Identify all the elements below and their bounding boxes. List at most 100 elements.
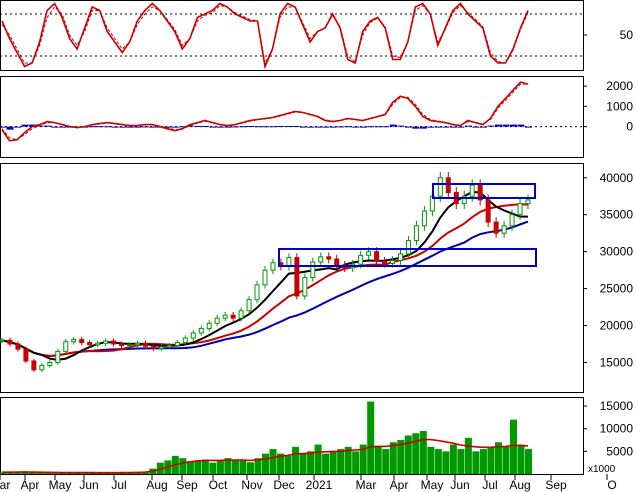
candlestick	[134, 342, 140, 346]
x-tick-label: Oct	[209, 478, 228, 492]
x-tick-label: Sep	[545, 478, 567, 492]
candlestick	[270, 262, 276, 271]
volume-bar	[389, 442, 397, 474]
volume-bar	[277, 453, 285, 474]
macd-histogram-bar	[502, 124, 510, 127]
x-tick-label: Jul	[111, 478, 126, 492]
ma-long-line	[1, 220, 529, 358]
candlestick	[174, 342, 180, 346]
candlestick	[374, 251, 380, 262]
x-tick-label: Jul	[482, 478, 497, 492]
x-tick-label: Mar	[356, 478, 377, 492]
x-tick-label: Jun	[450, 478, 469, 492]
y-tick-label: 2000	[606, 79, 633, 93]
x-tick-label: May	[421, 478, 444, 492]
macd-histogram-bar	[434, 126, 442, 128]
volume-bar	[329, 451, 337, 474]
macd-histogram-bar	[329, 126, 337, 128]
candlestick	[198, 327, 204, 334]
macd-histogram-bar	[525, 126, 532, 128]
macd-histogram-bar	[239, 126, 247, 128]
candlestick	[47, 361, 53, 366]
candlestick	[485, 199, 491, 223]
macd-series-line	[1, 83, 528, 141]
macd-histogram-bar	[337, 126, 345, 128]
candlestick	[310, 261, 316, 278]
macd-histogram-bar	[269, 126, 277, 128]
candlestick	[509, 214, 515, 227]
y-tick-label: 10000	[600, 422, 634, 436]
volume-bar	[359, 444, 367, 474]
macd-histogram-bar	[119, 126, 127, 128]
candlestick	[501, 225, 507, 234]
candlestick	[111, 340, 117, 345]
volume-bar	[134, 472, 142, 474]
x-tick-label: Sep	[176, 478, 198, 492]
volume-bar	[179, 458, 187, 474]
x-tick-label: O	[607, 478, 616, 492]
candlestick	[79, 339, 85, 344]
volume-bar	[517, 444, 525, 474]
candlestick	[119, 343, 125, 346]
macd-histogram-bar	[246, 126, 254, 128]
volume-bar	[224, 458, 232, 474]
macd-histogram-bar	[382, 126, 390, 128]
macd-histogram-bar	[307, 126, 315, 128]
volume-bar	[96, 473, 104, 474]
candlestick	[254, 284, 260, 301]
macd-histogram-bar	[216, 126, 224, 128]
x-tick-label: Jun	[79, 478, 98, 492]
volume-bar	[307, 451, 315, 474]
volume-bar	[299, 453, 307, 474]
candlestick	[318, 256, 324, 263]
volume-bar	[322, 453, 330, 474]
y-tick-label: 0	[626, 120, 633, 134]
volume-bar	[479, 449, 487, 474]
panel-frame-macd	[0, 76, 584, 158]
candlestick	[7, 339, 13, 345]
candlestick	[206, 322, 212, 329]
macd-histogram-bar	[254, 126, 262, 128]
volume-bar	[457, 449, 465, 474]
volume-bar	[111, 473, 119, 474]
macd-histogram-bar	[231, 126, 239, 128]
candlestick	[461, 195, 467, 205]
macd-histogram-bar	[359, 126, 367, 128]
volume-bar	[194, 460, 202, 474]
candlestick	[95, 342, 101, 346]
macd-histogram-bar	[111, 126, 119, 128]
x-tick-label: Nov	[241, 478, 262, 492]
volume-ma-line	[2, 438, 529, 474]
macd-histogram-bar	[472, 126, 480, 128]
candlestick	[0, 339, 5, 342]
candlestick	[326, 256, 332, 260]
macd-histogram-bar	[479, 126, 487, 128]
macd-histogram-bar	[449, 126, 457, 128]
macd-histogram-bar	[517, 124, 525, 127]
volume-bar	[29, 472, 37, 474]
macd-histogram-bar	[14, 126, 22, 128]
candlestick	[366, 251, 372, 256]
candlestick	[469, 184, 475, 197]
x-tick-label: Apr	[390, 478, 409, 492]
candlestick	[158, 346, 164, 349]
stochastic-series-line	[1, 4, 529, 65]
candlestick	[15, 343, 21, 350]
macd-histogram-bar	[224, 126, 232, 128]
macd-histogram-bar	[209, 126, 217, 128]
volume-bar	[36, 472, 44, 474]
macd-histogram-bar	[367, 126, 375, 128]
macd-histogram-bar	[442, 126, 450, 128]
candlestick	[390, 260, 396, 264]
volume-unit-label: x1000	[588, 464, 616, 475]
macd-histogram-bar	[412, 126, 420, 129]
volume-bar	[51, 473, 59, 474]
macd-histogram-bar	[344, 126, 352, 128]
volume-bar	[525, 449, 532, 474]
volume-bar	[262, 453, 269, 474]
volume-bar	[487, 446, 495, 474]
macd-histogram-bar	[44, 125, 52, 127]
volume-bar	[404, 435, 412, 474]
volume-bar	[81, 473, 89, 474]
macd-histogram-bar	[457, 126, 465, 128]
